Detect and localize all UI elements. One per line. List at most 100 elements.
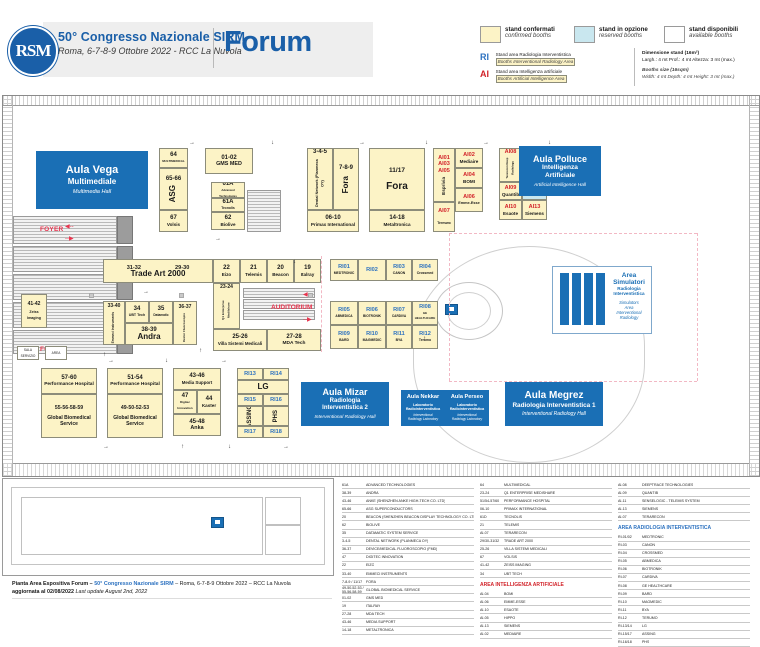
- booth-ai04[interactable]: AI04 BOMI: [455, 168, 483, 188]
- booth-01-02[interactable]: 01-02 GMS MED: [205, 148, 253, 174]
- booth-14-18[interactable]: 14-18 Metaltronica: [369, 210, 425, 232]
- exhibitor-code: 65-66: [342, 506, 352, 511]
- booth-34[interactable]: 34 UBT Tech: [125, 301, 149, 323]
- exhibitor-row: 61A ADVANCED TECHNOLOGIES: [342, 481, 474, 490]
- booth-44[interactable]: 44 Kaster: [197, 390, 221, 414]
- booth-number: AI04: [463, 172, 475, 179]
- exhibitor-column-2: 64 MULTIMEDICAL 23-24 Q1 ENTERPRISE MEDISHA…: [480, 481, 612, 639]
- exhibitor-code: 27-28: [342, 612, 352, 617]
- booth-ri08[interactable]: RI08 GE HEALTHCARE: [412, 301, 438, 325]
- exhibitor-row: 29/30-31/32 TRADE ART 2000: [480, 538, 612, 546]
- hall-aula-mizar[interactable]: Aula Mizar Radiologia Interventistica 2 …: [301, 382, 389, 426]
- booth-ri13[interactable]: RI13: [237, 368, 263, 380]
- exhibitor-row: 34 UBT TECH: [480, 570, 612, 579]
- exhibitor-name: ADVANCED TECHNOLOGIES: [366, 482, 416, 487]
- booth-ri03[interactable]: RI03 CANON: [386, 259, 412, 281]
- booth-61a-tecnolis[interactable]: 61A Tecnolis: [211, 198, 245, 212]
- booth-ri02[interactable]: RI02: [358, 259, 386, 281]
- booth-ri15[interactable]: RI15: [237, 394, 263, 406]
- booth-number: RI11: [393, 331, 405, 338]
- booth-47[interactable]: 47 Digitec Innovation: [173, 390, 197, 414]
- exhibitor-name: TERUMO: [642, 615, 658, 620]
- hall-aula-megrez[interactable]: Aula Megrez Radiologia Interventistica 1…: [505, 382, 603, 426]
- booth-name: Esprivia: [441, 177, 447, 196]
- booth-ri10[interactable]: RI10 MAGMEDIC: [358, 325, 386, 349]
- booth-45-48[interactable]: 45-48 Anka: [173, 414, 221, 436]
- booth-19[interactable]: 19 Italray: [294, 259, 321, 283]
- booth-21[interactable]: 21 Telemis: [240, 259, 267, 283]
- booth-number: 38-39: [141, 327, 157, 334]
- booth-49-53[interactable]: 49-50-52-53 Global Biomedical Service: [107, 394, 163, 438]
- hall-aula-polluce[interactable]: Aula Polluce Intelligenza Artificiale Ar…: [519, 146, 601, 196]
- hall-aula-perseo[interactable]: Aula Perseo Laboratorio Radiointerventis…: [445, 390, 489, 426]
- booth-ai07[interactable]: AI07 Tereswo: [433, 202, 455, 232]
- booth-ri04[interactable]: RI04 Crossmed: [412, 259, 438, 281]
- sim-it4: Interventistica: [613, 291, 645, 296]
- booth-38-39[interactable]: 38-39 Andra: [125, 323, 173, 345]
- booth-64[interactable]: 64 MULTIMEDICAL: [159, 148, 188, 168]
- booth-ri01[interactable]: RI01 MEDTRONIC: [330, 259, 358, 281]
- exhibitor-code: RI-13/14: [618, 624, 632, 629]
- booth-number: AI02: [463, 152, 475, 159]
- booth-22[interactable]: 22 Eizo: [213, 259, 240, 283]
- booth-ai01-03-05[interactable]: AI01 AI03 AI05 Esprivia: [433, 148, 455, 202]
- booth-ai10[interactable]: AI10 Esaote: [499, 200, 522, 220]
- booth-3-4-5[interactable]: 3-4-5 Dental Network (Planmeca OY): [307, 148, 333, 210]
- booth-ri17[interactable]: RI17: [237, 426, 263, 438]
- booth-41-42[interactable]: 41-42 Zeiss Imaging: [21, 294, 47, 328]
- booth-11-17[interactable]: 11/17 Fora: [369, 148, 425, 210]
- booth-7-8-9[interactable]: 7-8-9 Fora: [333, 148, 359, 210]
- booth-51-54[interactable]: 51-54 Performance Hospital: [107, 368, 163, 394]
- booth-06-10[interactable]: 06-10 Primax International: [307, 210, 359, 232]
- booth-number: 23-24: [220, 284, 233, 290]
- exhibitor-name: DENTAL NETWORK (PLANMECA OY): [366, 539, 429, 544]
- booth-43-46[interactable]: 43-46 Media Support: [173, 368, 221, 390]
- booth-35[interactable]: 35 Datamatic: [149, 301, 173, 323]
- booth-ri11[interactable]: RI11 BYA: [386, 325, 412, 349]
- booth-ai06[interactable]: AI06 Emme-Esse: [455, 188, 483, 212]
- booth-55-59[interactable]: 55-56-58-59 Global Biomedical Service: [41, 394, 97, 438]
- exhibitor-section-heading: AREA INTELLIGENZA ARTIFICIALE: [480, 582, 564, 589]
- booth-65-66[interactable]: 65-66 ASG: [159, 168, 188, 210]
- booth-20[interactable]: 20 Beacon: [267, 259, 294, 283]
- booth-number: 01-02: [221, 154, 237, 161]
- booth-ai02[interactable]: AI02 Mediaire: [455, 148, 483, 168]
- booth-trade-art-2000[interactable]: 31-32 29-30 Trade Art 2000: [103, 259, 213, 283]
- booth-phs[interactable]: PHS: [263, 406, 289, 426]
- booth-ri06[interactable]: RI06 BIOTRONIK: [358, 301, 386, 325]
- exhibitor-name: CANON: [642, 543, 655, 548]
- booth-ri14[interactable]: RI14: [263, 368, 289, 380]
- booth-62[interactable]: 62 Biolive: [211, 212, 245, 230]
- booth-67[interactable]: 67 Volsis: [159, 210, 188, 232]
- booth-number: 19: [304, 264, 311, 271]
- booth-assing[interactable]: ASSING: [237, 406, 263, 426]
- booth-ri07[interactable]: RI07 CARDIVA: [386, 301, 412, 325]
- exhibitor-row: 49-50-52-53 / 55-56-58-59 GLOBAL BIOMEDIC…: [342, 586, 474, 595]
- booth-number: 55-56-58-59: [54, 405, 84, 412]
- booth-27-28[interactable]: 27-28 MDA Tech: [267, 329, 321, 351]
- booth-ri16[interactable]: RI16: [263, 394, 289, 406]
- booth-name: Beacon: [272, 271, 289, 277]
- booth-ai13[interactable]: AI13 Siemens: [522, 200, 547, 220]
- booth-number: RI04: [419, 264, 431, 271]
- hall-line3: Multimedia Hall: [72, 189, 112, 196]
- booth-ri09[interactable]: RI09 BARD: [330, 325, 358, 349]
- booth-ri12[interactable]: RI12 Terumo: [412, 325, 438, 349]
- hall-aula-nekkar[interactable]: Aula Nekkar Laboratorio Radiointerventis…: [401, 390, 445, 426]
- exhibitor-row: 21 TELEMIS: [480, 521, 612, 530]
- booth-ri05[interactable]: RI05 ABMEDICA: [330, 301, 358, 325]
- booth-23-24[interactable]: 23-24 Q1 Enterprise Medilshare: [213, 283, 240, 329]
- booth-25-26[interactable]: 25-26 Villa Sistemi Medicali: [213, 329, 267, 351]
- booth-ri18[interactable]: RI18: [263, 426, 289, 438]
- booth-33-40[interactable]: 33-40 Emmeci Instruments: [103, 301, 125, 345]
- booth-61a-advanced[interactable]: 61A Advanced Technologies: [211, 182, 245, 198]
- booth-name: CARDIVA: [391, 313, 407, 318]
- exhibitor-code: RI-08: [618, 583, 627, 588]
- booth-36-37[interactable]: 36-37 Dexter Fluoroscopio: [173, 301, 197, 345]
- hall-line2b: Interventistica 2: [322, 404, 368, 411]
- hall-aula-vega[interactable]: Aula Vega Multimediale Multimedia Hall: [36, 151, 148, 209]
- booth-57-60[interactable]: 57-60 Performance Hospital: [41, 368, 97, 394]
- exhibitor-code: RI-05: [618, 559, 627, 564]
- legend-swatch-confirmed: [480, 26, 501, 43]
- booth-lg[interactable]: LG: [237, 380, 289, 394]
